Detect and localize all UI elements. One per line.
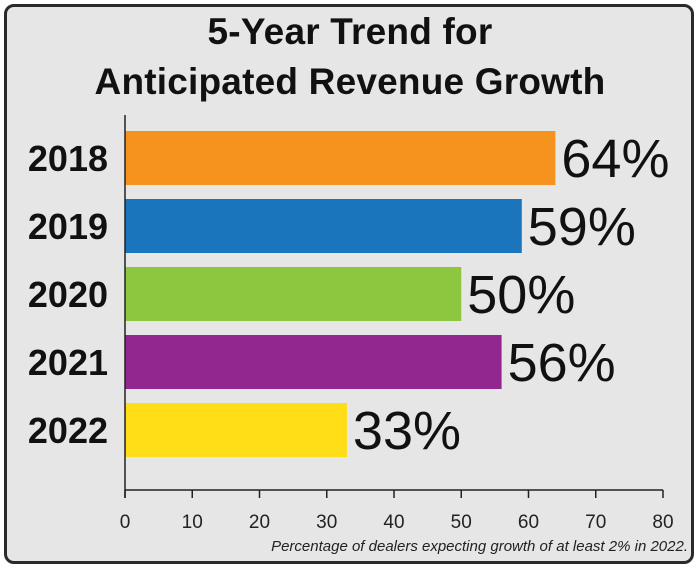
value-label-2021: 56% (508, 333, 616, 393)
chart-title-line-2: Anticipated Revenue Growth (94, 61, 606, 102)
category-label-2019: 2019 (28, 206, 108, 247)
x-tick-label-70: 70 (585, 512, 606, 533)
bar-2020 (125, 267, 462, 321)
x-tick-label-50: 50 (451, 512, 472, 533)
chart-caption: Percentage of dealers expecting growth o… (271, 538, 688, 555)
bar-2019 (125, 199, 522, 253)
x-tick-label-60: 60 (518, 512, 539, 533)
value-label-2022: 33% (353, 401, 461, 461)
category-label-2018: 2018 (28, 138, 108, 179)
x-tick-label-40: 40 (383, 512, 404, 533)
value-label-2018: 64% (561, 129, 669, 189)
x-tick-label-30: 30 (316, 512, 337, 533)
category-label-2021: 2021 (28, 342, 108, 383)
bar-2022 (125, 403, 347, 457)
x-tick-label-10: 10 (182, 512, 203, 533)
value-label-2019: 59% (528, 197, 636, 257)
x-tick-label-80: 80 (652, 512, 673, 533)
category-label-2020: 2020 (28, 274, 108, 315)
bar-2018 (125, 131, 556, 185)
value-label-2020: 50% (467, 265, 575, 325)
x-tick-label-20: 20 (249, 512, 270, 533)
x-tick-label-0: 0 (120, 512, 131, 533)
category-label-2022: 2022 (28, 410, 108, 451)
chart-title-line-1: 5-Year Trend for (207, 11, 493, 52)
bar-2021 (125, 335, 502, 389)
